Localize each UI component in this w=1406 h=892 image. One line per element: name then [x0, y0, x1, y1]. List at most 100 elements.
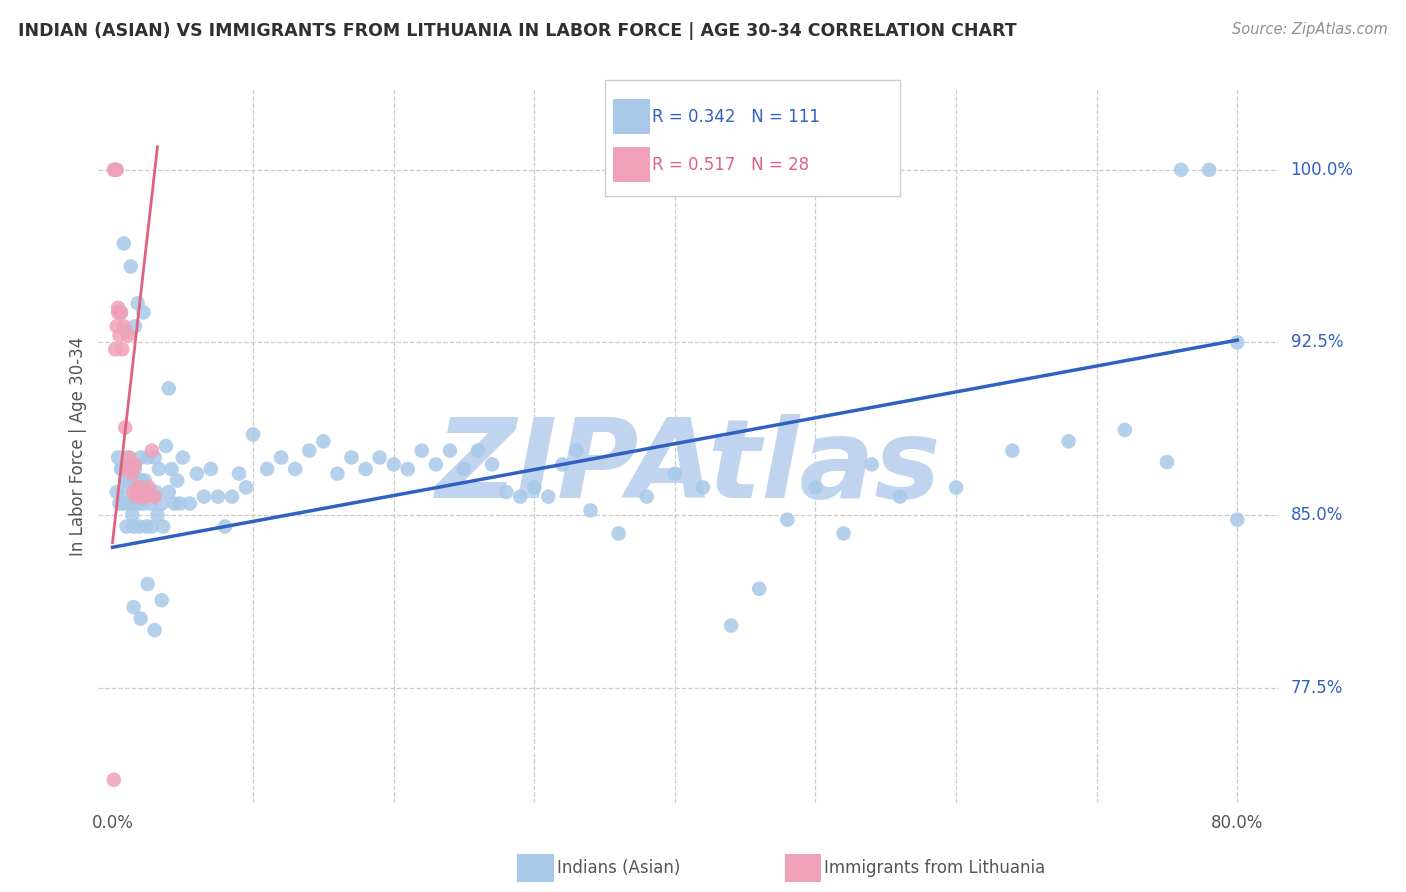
Point [110, 462, 132, 476]
Point [150, 593, 173, 607]
Point [114, 420, 136, 434]
Point [1226, 335, 1249, 350]
Point [103, 772, 125, 787]
Point [565, 443, 588, 458]
Point [138, 480, 160, 494]
Point [509, 490, 531, 504]
Point [117, 450, 139, 465]
Point [439, 443, 461, 458]
Point [157, 381, 180, 395]
Point [860, 458, 883, 472]
Point [135, 519, 157, 533]
Point [112, 319, 135, 334]
Point [312, 434, 335, 449]
Point [200, 462, 222, 476]
Point [118, 474, 141, 488]
Point [125, 497, 148, 511]
Point [111, 462, 134, 476]
Point [1057, 434, 1080, 449]
Point [1198, 162, 1220, 177]
Point [664, 467, 686, 481]
Point [124, 319, 146, 334]
Point [105, 319, 128, 334]
Point [132, 490, 155, 504]
Point [104, 343, 127, 357]
Text: Indians (Asian): Indians (Asian) [557, 859, 681, 877]
Point [120, 462, 142, 476]
Point [523, 480, 546, 494]
Point [221, 490, 243, 504]
Point [193, 490, 215, 504]
Point [148, 462, 170, 476]
Point [112, 236, 135, 251]
Point [340, 450, 363, 465]
Point [214, 519, 236, 533]
Point [748, 582, 770, 596]
Point [537, 490, 560, 504]
Point [143, 490, 166, 504]
Point [146, 508, 169, 522]
Point [127, 480, 149, 494]
Point [692, 480, 714, 494]
Point [160, 462, 183, 476]
Point [242, 427, 264, 442]
Point [128, 519, 150, 533]
Text: 85.0%: 85.0% [1291, 506, 1343, 524]
Point [121, 508, 143, 522]
Point [132, 497, 155, 511]
Point [131, 474, 153, 488]
Text: R = 0.342   N = 111: R = 0.342 N = 111 [652, 108, 820, 126]
Point [1226, 513, 1249, 527]
Point [425, 458, 447, 472]
Point [127, 485, 149, 500]
Point [467, 443, 489, 458]
Point [411, 443, 433, 458]
Point [107, 305, 129, 319]
Point [141, 519, 163, 533]
Point [112, 497, 135, 511]
Point [138, 485, 160, 500]
Text: Source: ZipAtlas.com: Source: ZipAtlas.com [1232, 22, 1388, 37]
Point [120, 260, 142, 274]
Text: Immigrants from Lithuania: Immigrants from Lithuania [824, 859, 1045, 877]
Point [1114, 423, 1136, 437]
Point [122, 519, 145, 533]
Point [129, 450, 152, 465]
Point [326, 467, 349, 481]
Point [235, 480, 257, 494]
Point [720, 618, 742, 632]
Point [551, 458, 574, 472]
Point [207, 490, 229, 504]
Point [115, 519, 138, 533]
Point [354, 462, 377, 476]
Point [945, 480, 967, 494]
Point [136, 450, 159, 465]
Point [115, 324, 138, 338]
Point [122, 485, 145, 500]
Point [150, 497, 173, 511]
Point [105, 485, 128, 500]
Point [382, 458, 405, 472]
Point [1170, 162, 1192, 177]
Text: 100.0%: 100.0% [1291, 161, 1354, 178]
Point [122, 474, 145, 488]
Point [396, 462, 419, 476]
Point [121, 462, 143, 476]
Point [776, 513, 799, 527]
Point [155, 439, 177, 453]
Point [889, 490, 911, 504]
Point [832, 526, 855, 541]
Point [228, 467, 250, 481]
Point [453, 462, 475, 476]
Point [172, 450, 194, 465]
Point [111, 343, 134, 357]
Text: ZIPAtlas: ZIPAtlas [436, 414, 942, 521]
Text: INDIAN (ASIAN) VS IMMIGRANTS FROM LITHUANIA IN LABOR FORCE | AGE 30-34 CORRELATI: INDIAN (ASIAN) VS IMMIGRANTS FROM LITHUA… [18, 22, 1017, 40]
Point [135, 490, 157, 504]
Point [114, 474, 136, 488]
Point [368, 450, 391, 465]
Point [134, 474, 156, 488]
Point [145, 485, 167, 500]
Point [166, 474, 188, 488]
Point [125, 490, 148, 504]
